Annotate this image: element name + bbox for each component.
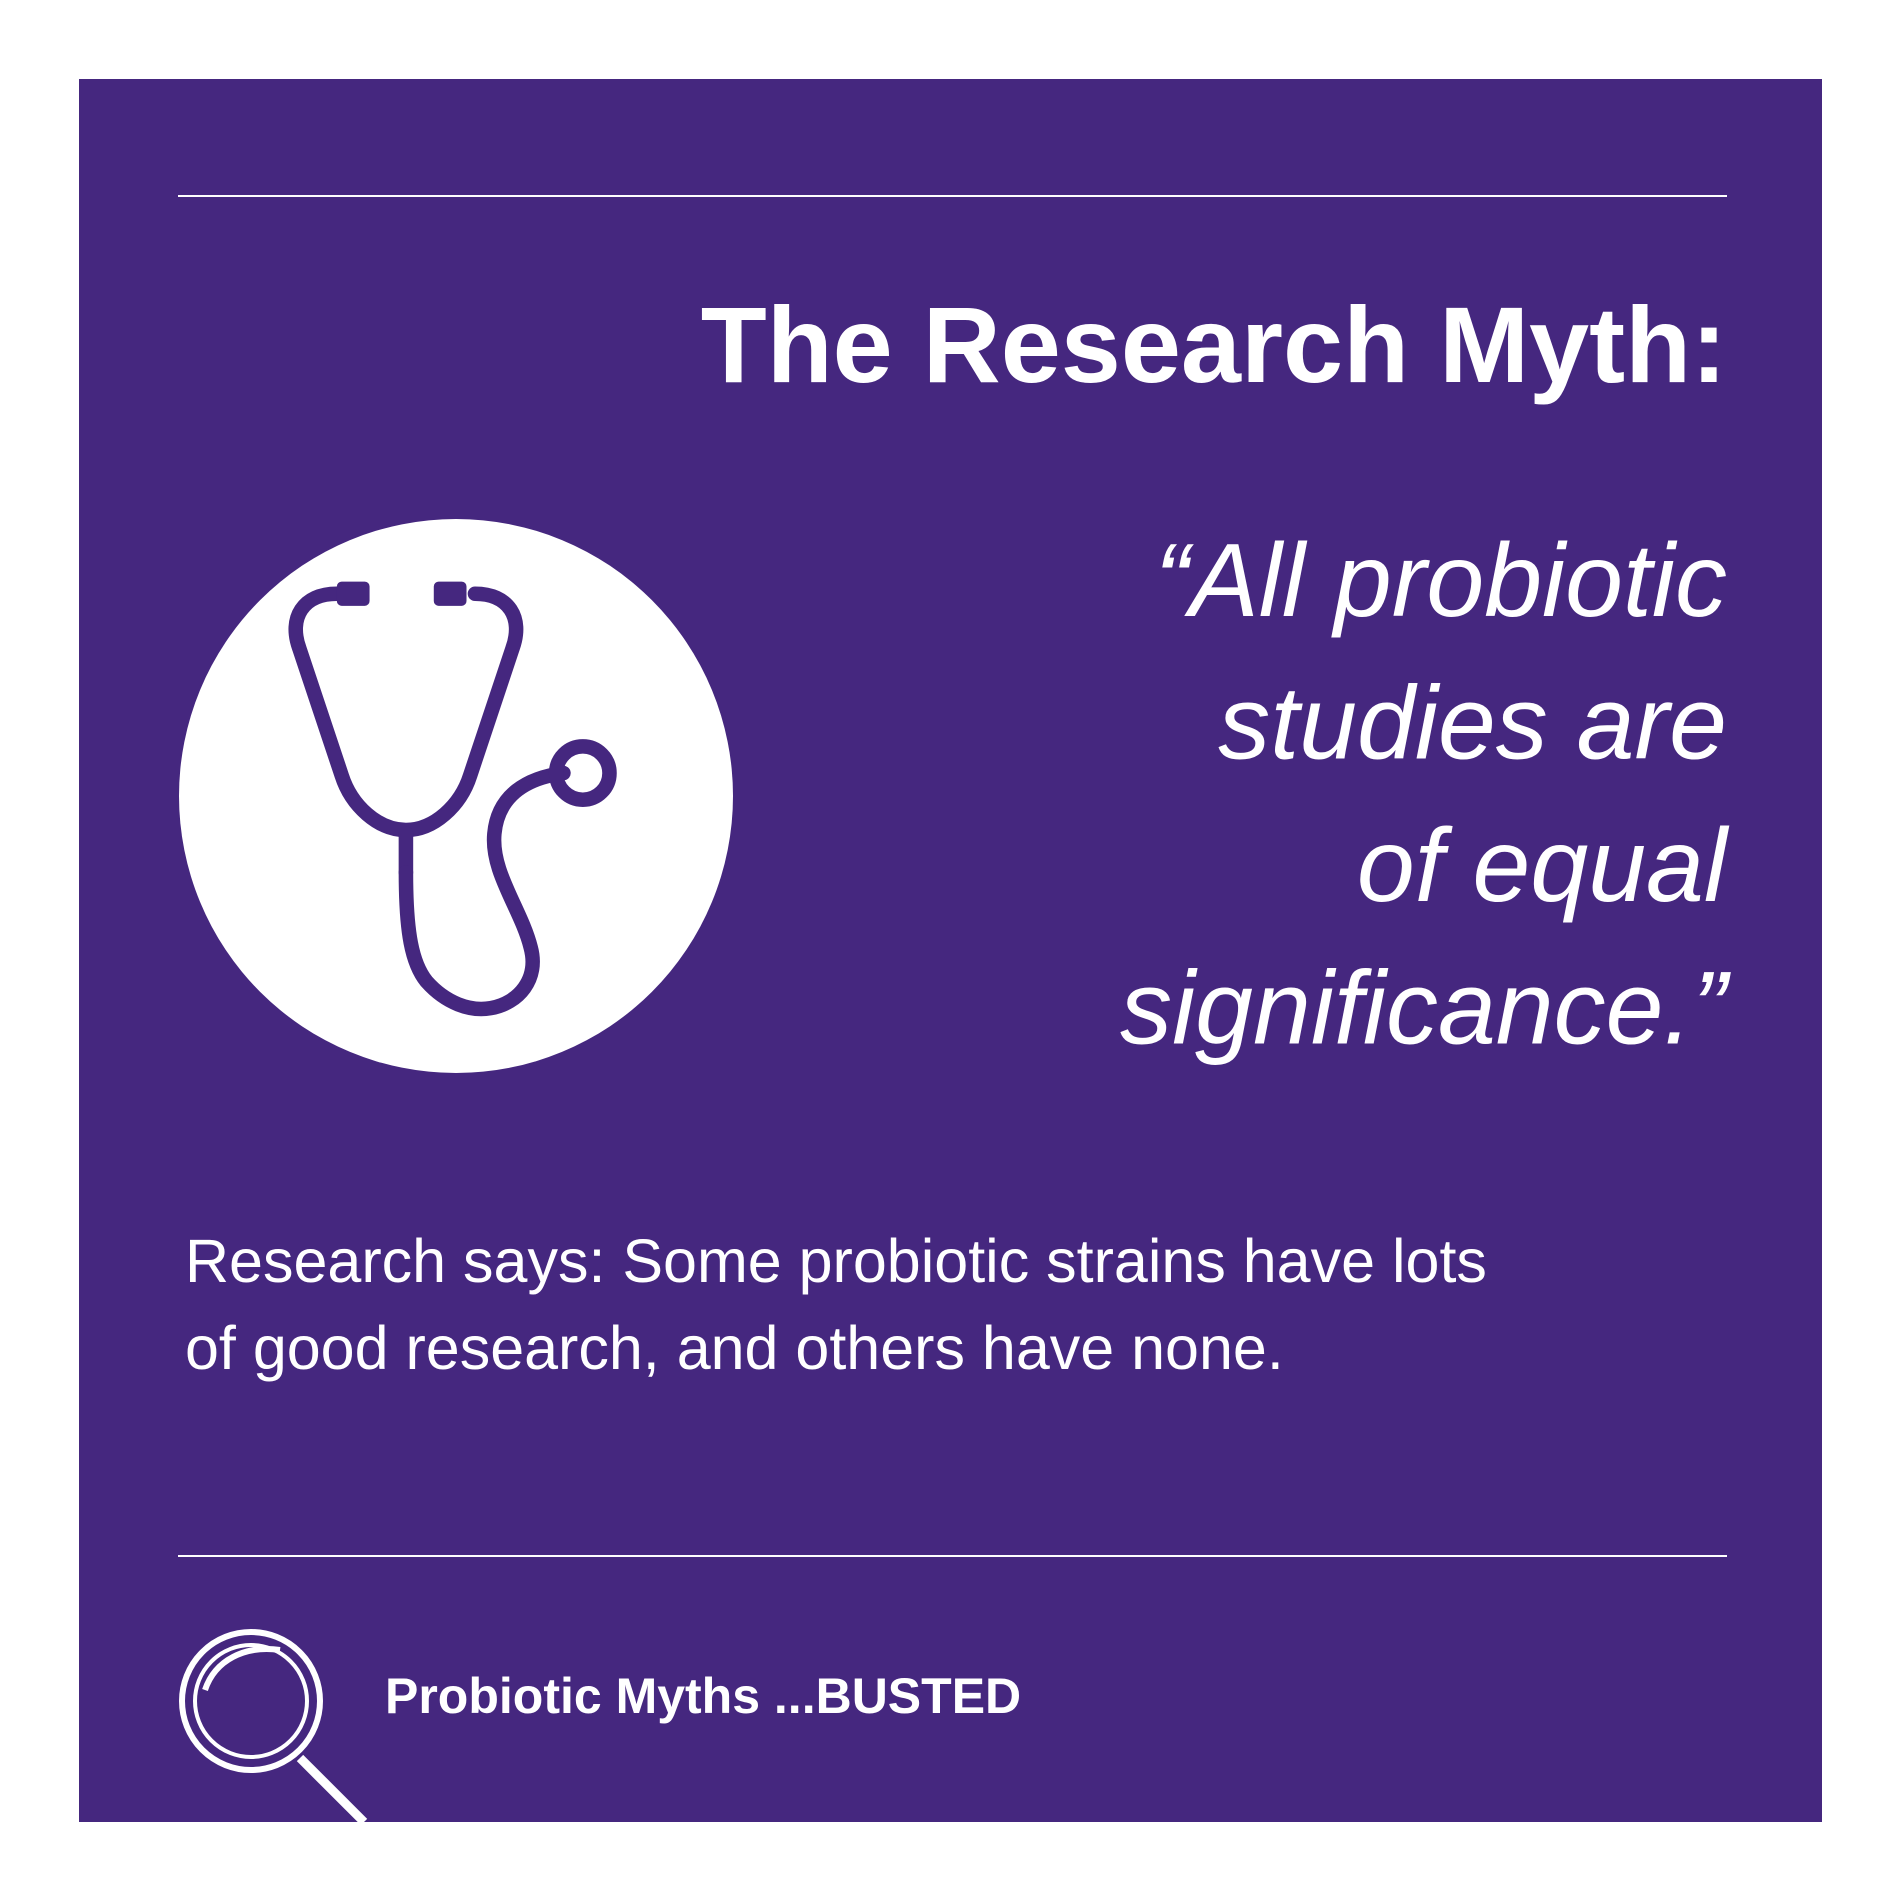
footer-label: Probiotic Myths ...BUSTED <box>385 1668 1021 1724</box>
quote-line: significance.” <box>1120 951 1731 1067</box>
quote: “All probiotic studies are of equal signifi… <box>1120 523 1731 1067</box>
body-line: of good research, and others have none. <box>185 1314 1284 1382</box>
magnifier-icon <box>179 1629 368 1826</box>
body-text: Research says: Some probiotic strains ha… <box>185 1227 1487 1382</box>
quote-line: “All probiotic <box>1155 523 1727 639</box>
body-line: Research says: Some probiotic strains ha… <box>185 1227 1487 1295</box>
stethoscope-icon <box>288 581 617 1017</box>
quote-line: of equal <box>1357 808 1730 924</box>
title: The Research Myth: <box>701 284 1727 405</box>
quote-line: studies are <box>1218 666 1727 782</box>
